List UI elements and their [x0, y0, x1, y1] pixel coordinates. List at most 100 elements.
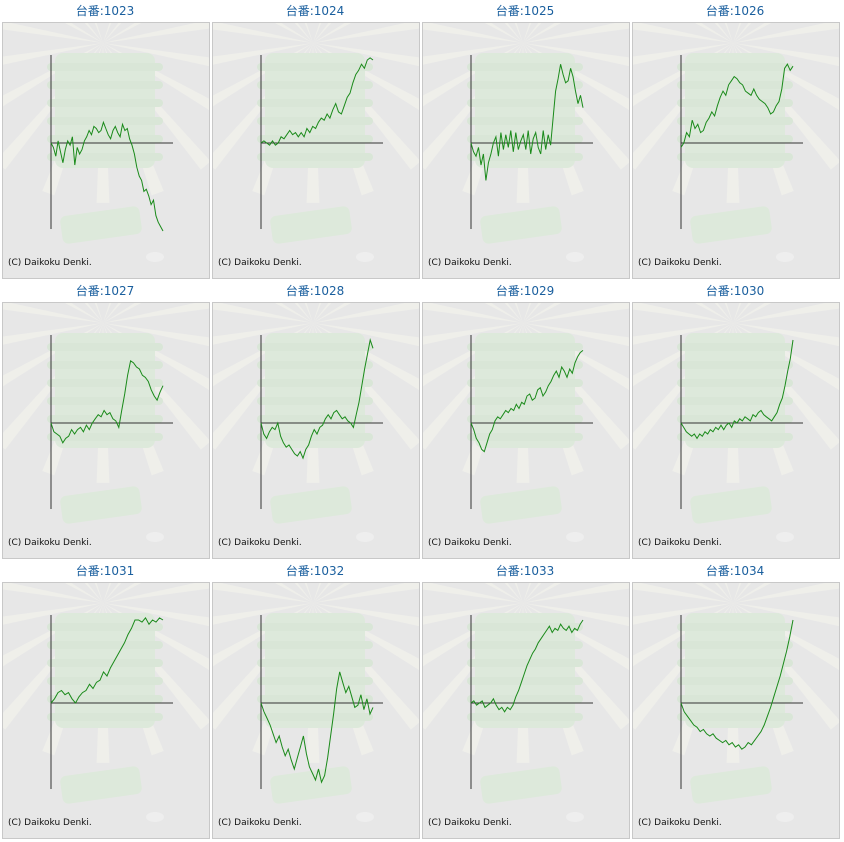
watermark-ray — [733, 303, 839, 323]
watermark-ray — [274, 583, 313, 603]
machine-title[interactable]: 台番:1027 — [75, 284, 135, 298]
background-watermark — [213, 23, 419, 262]
watermark-ray — [733, 303, 742, 323]
watermark-coin — [566, 532, 584, 542]
watermark-ray — [3, 583, 103, 603]
watermark-band — [467, 117, 583, 125]
watermark-band — [257, 99, 373, 107]
watermark-ray — [633, 23, 733, 43]
watermark-band — [47, 433, 163, 441]
watermark-coin — [566, 252, 584, 262]
chart-panel[interactable]: (C) Daikoku Denki. — [422, 582, 630, 839]
watermark-band — [467, 415, 583, 423]
watermark-coin — [356, 252, 374, 262]
chart-panel[interactable]: (C) Daikoku Denki. — [632, 582, 840, 839]
machine-title[interactable]: 台番:1031 — [75, 564, 135, 578]
background-watermark — [213, 303, 419, 542]
chart-panel[interactable]: (C) Daikoku Denki. — [632, 302, 840, 559]
watermark-band — [677, 677, 793, 685]
machine-title[interactable]: 台番:1029 — [495, 284, 555, 298]
chart-panel[interactable]: (C) Daikoku Denki. — [212, 302, 420, 559]
chart-cell-1026: 台番:1026 (C) Daikoku Denki. — [630, 0, 840, 280]
background-watermark — [633, 23, 839, 262]
watermark-band — [257, 433, 373, 441]
machine-title[interactable]: 台番:1034 — [705, 564, 765, 578]
watermark-band — [677, 343, 793, 351]
watermark-band — [257, 343, 373, 351]
chart-svg — [423, 23, 629, 262]
watermark-ray — [213, 23, 313, 43]
watermark-band — [257, 361, 373, 369]
watermark-ray — [103, 23, 209, 43]
watermark-ray — [313, 583, 352, 603]
watermark-band — [257, 397, 373, 405]
watermark-ray — [714, 23, 733, 43]
machine-title[interactable]: 台番:1032 — [285, 564, 345, 578]
watermark-tray — [270, 206, 352, 244]
machine-title[interactable]: 台番:1023 — [75, 4, 135, 18]
watermark-ray — [733, 303, 752, 323]
series-line — [50, 359, 164, 444]
watermark-ray — [504, 23, 523, 43]
watermark-band — [677, 153, 793, 161]
machine-title[interactable]: 台番:1030 — [705, 284, 765, 298]
series-line — [470, 64, 584, 181]
watermark-tray — [690, 486, 772, 524]
watermark-ray — [523, 583, 542, 603]
watermark-tray — [60, 486, 142, 524]
watermark-ray — [64, 23, 103, 43]
watermark-tray — [480, 486, 562, 524]
watermark-band — [47, 397, 163, 405]
watermark-band — [677, 81, 793, 89]
watermark-ray — [514, 303, 523, 323]
watermark-ray — [523, 303, 532, 323]
background-watermark — [423, 303, 629, 542]
watermark-ray — [103, 583, 209, 603]
chart-panel[interactable]: (C) Daikoku Denki. — [2, 22, 210, 279]
watermark-ray — [423, 323, 523, 345]
copyright-label: (C) Daikoku Denki. — [428, 258, 512, 268]
watermark-tray — [480, 766, 562, 804]
background-watermark — [213, 583, 419, 822]
chart-panel[interactable]: (C) Daikoku Denki. — [2, 582, 210, 839]
background-watermark — [633, 583, 839, 822]
watermark-ray — [523, 23, 542, 43]
machine-title[interactable]: 台番:1025 — [495, 4, 555, 18]
chart-panel[interactable]: (C) Daikoku Denki. — [632, 22, 840, 279]
copyright-label: (C) Daikoku Denki. — [218, 258, 302, 268]
copyright-label: (C) Daikoku Denki. — [428, 818, 512, 828]
watermark-band — [677, 117, 793, 125]
watermark-ray — [423, 23, 523, 43]
watermark-ray — [633, 323, 733, 345]
chart-svg — [213, 23, 419, 262]
watermark-ray — [714, 583, 733, 603]
watermark-ray — [103, 23, 122, 43]
machine-title[interactable]: 台番:1033 — [495, 564, 555, 578]
machine-title[interactable]: 台番:1028 — [285, 284, 345, 298]
machine-title[interactable]: 台番:1026 — [705, 4, 765, 18]
watermark-ray — [213, 603, 313, 625]
watermark-band — [467, 343, 583, 351]
chart-cell-1027: 台番:1027 (C) Daikoku Denki. — [0, 280, 210, 560]
watermark-coin — [356, 532, 374, 542]
chart-panel[interactable]: (C) Daikoku Denki. — [212, 582, 420, 839]
watermark-band — [677, 63, 793, 71]
chart-panel[interactable]: (C) Daikoku Denki. — [2, 302, 210, 559]
watermark-ray — [733, 583, 839, 603]
machine-title[interactable]: 台番:1024 — [285, 4, 345, 18]
watermark-ray — [294, 23, 313, 43]
chart-panel[interactable]: (C) Daikoku Denki. — [422, 302, 630, 559]
copyright-label: (C) Daikoku Denki. — [8, 538, 92, 548]
watermark-coin — [566, 812, 584, 822]
chart-panel[interactable]: (C) Daikoku Denki. — [212, 22, 420, 279]
watermark-ray — [514, 583, 523, 603]
watermark-ray — [213, 323, 313, 345]
chart-panel[interactable]: (C) Daikoku Denki. — [422, 22, 630, 279]
watermark-ray — [84, 583, 103, 603]
watermark-band — [467, 641, 583, 649]
watermark-ray — [633, 303, 733, 323]
chart-svg — [633, 303, 839, 542]
watermark-band — [257, 379, 373, 387]
watermark-ray — [733, 583, 752, 603]
watermark-band — [467, 695, 583, 703]
